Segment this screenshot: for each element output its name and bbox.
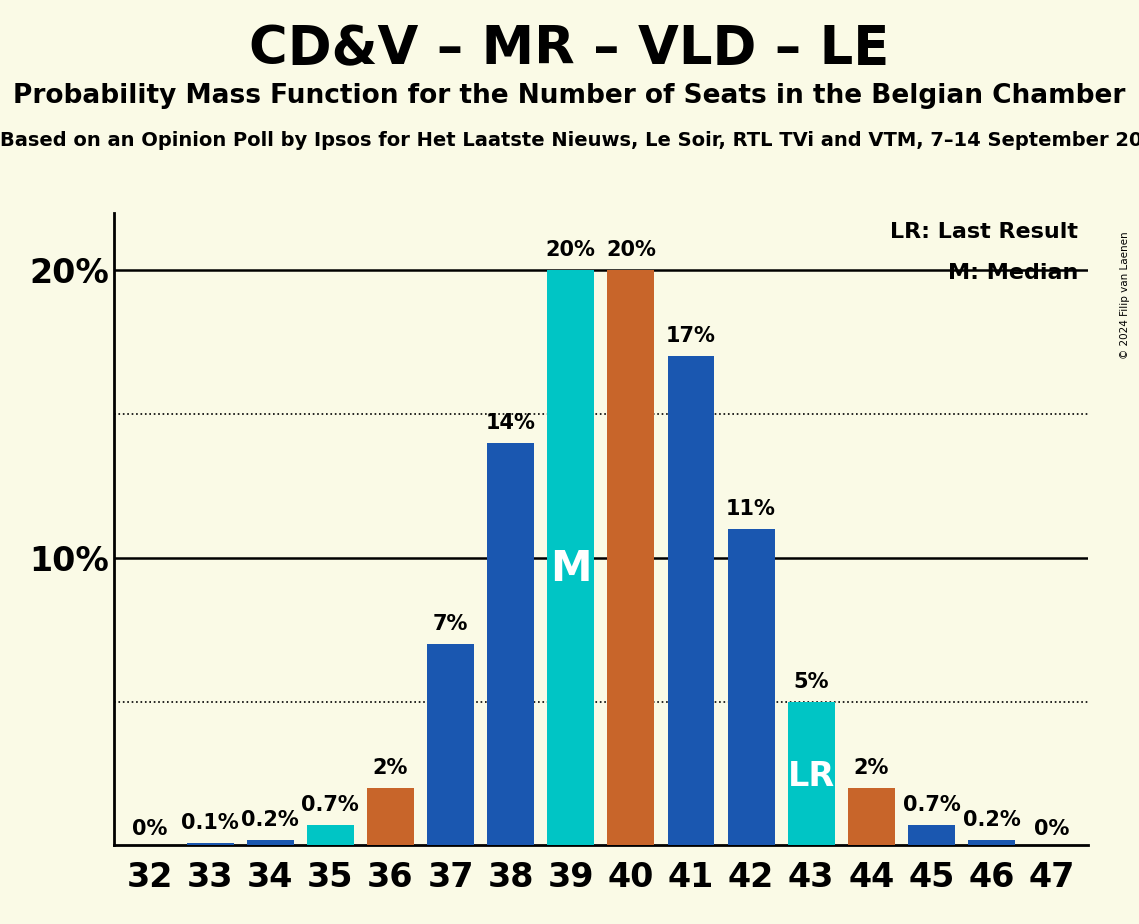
Text: LR: Last Result: LR: Last Result bbox=[890, 222, 1077, 242]
Text: 2%: 2% bbox=[372, 758, 408, 778]
Text: 0.2%: 0.2% bbox=[241, 809, 300, 830]
Text: M: Median: M: Median bbox=[948, 263, 1077, 283]
Bar bbox=[487, 443, 534, 845]
Bar bbox=[847, 788, 895, 845]
Bar bbox=[788, 701, 835, 845]
Text: 0.1%: 0.1% bbox=[181, 812, 239, 833]
Text: LR: LR bbox=[788, 760, 835, 793]
Text: 5%: 5% bbox=[794, 672, 829, 691]
Bar bbox=[968, 840, 1015, 845]
Text: Based on an Opinion Poll by Ipsos for Het Laatste Nieuws, Le Soir, RTL TVi and V: Based on an Opinion Poll by Ipsos for He… bbox=[0, 131, 1139, 151]
Bar bbox=[427, 644, 474, 845]
Bar bbox=[187, 843, 233, 845]
Text: 20%: 20% bbox=[606, 240, 656, 260]
Bar bbox=[548, 270, 595, 845]
Text: 14%: 14% bbox=[485, 413, 535, 432]
Text: 0.7%: 0.7% bbox=[302, 796, 359, 815]
Text: CD&V – MR – VLD – LE: CD&V – MR – VLD – LE bbox=[249, 23, 890, 75]
Text: 0.2%: 0.2% bbox=[962, 809, 1021, 830]
Text: M: M bbox=[550, 548, 591, 590]
Bar bbox=[607, 270, 654, 845]
Bar bbox=[728, 529, 775, 845]
Text: Probability Mass Function for the Number of Seats in the Belgian Chamber: Probability Mass Function for the Number… bbox=[14, 83, 1125, 109]
Text: 11%: 11% bbox=[727, 499, 776, 519]
Text: 17%: 17% bbox=[666, 326, 716, 346]
Text: 2%: 2% bbox=[853, 758, 890, 778]
Bar bbox=[367, 788, 413, 845]
Text: © 2024 Filip van Laenen: © 2024 Filip van Laenen bbox=[1120, 231, 1130, 359]
Bar bbox=[247, 840, 294, 845]
Text: 0.7%: 0.7% bbox=[902, 796, 960, 815]
Bar bbox=[667, 357, 714, 845]
Bar bbox=[306, 825, 354, 845]
Bar bbox=[908, 825, 954, 845]
Text: 7%: 7% bbox=[433, 614, 468, 634]
Text: 0%: 0% bbox=[132, 820, 167, 839]
Text: 0%: 0% bbox=[1034, 820, 1070, 839]
Text: 20%: 20% bbox=[546, 240, 596, 260]
